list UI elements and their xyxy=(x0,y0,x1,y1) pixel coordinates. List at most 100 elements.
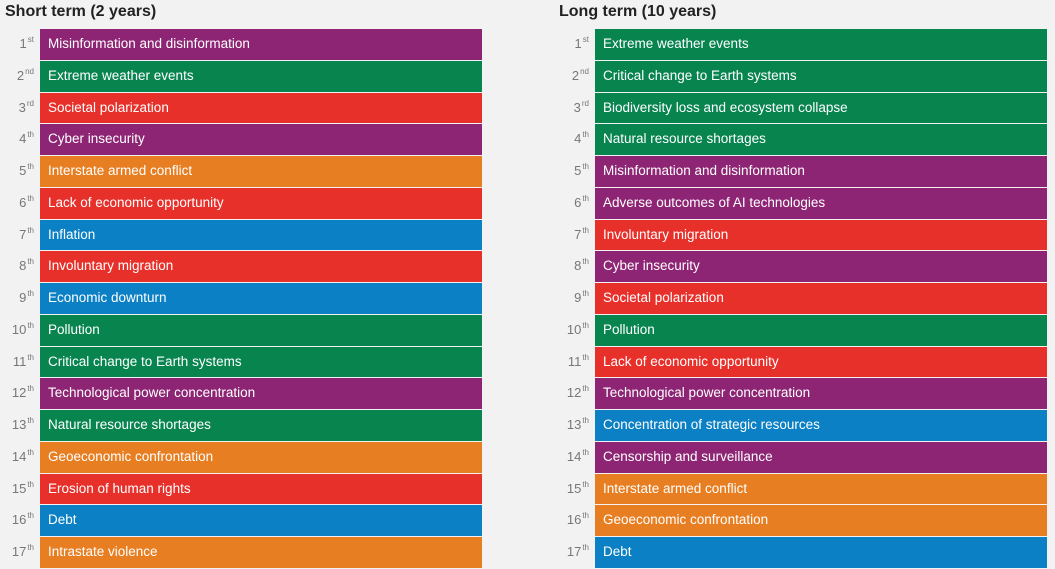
rank-suffix: th xyxy=(27,130,34,140)
rank-suffix: th xyxy=(582,352,589,362)
rank-suffix: th xyxy=(582,447,589,457)
risk-bar: Involuntary migration xyxy=(595,219,1047,251)
risk-row: 17th Debt xyxy=(555,537,1047,569)
risk-bar: Lack of economic opportunity xyxy=(40,187,482,219)
rank-number: 7 xyxy=(19,226,27,242)
risk-bar: Pollution xyxy=(595,314,1047,346)
risk-bar: Misinformation and disinformation xyxy=(40,29,482,60)
rank-suffix: th xyxy=(582,384,589,394)
risk-row: 14th Geoeconomic confrontation xyxy=(0,441,482,474)
risk-bar: Concentration of strategic resources xyxy=(595,410,1047,441)
rank-number: 5 xyxy=(19,163,27,178)
risk-bar: Economic downturn xyxy=(40,283,482,314)
risk-row: 5th Interstate armed conflict xyxy=(0,156,482,188)
risk-bar: Misinformation and disinformation xyxy=(595,156,1047,187)
rank-number: 12 xyxy=(11,385,27,401)
risk-row: 12th Technological power concentration xyxy=(555,378,1047,410)
rank-suffix: th xyxy=(582,162,589,171)
rank-number: 15 xyxy=(566,480,582,496)
risk-row: 12th Technological power concentration xyxy=(0,378,482,410)
risk-bar: Inflation xyxy=(40,219,482,251)
rank-suffix: nd xyxy=(25,66,34,76)
risk-row: 2nd Critical change to Earth systems xyxy=(555,60,1047,93)
rank-number: 8 xyxy=(19,258,27,274)
rank-suffix: rd xyxy=(581,98,589,108)
rank-number: 6 xyxy=(574,194,582,210)
risk-bar: Lack of economic opportunity xyxy=(595,346,1047,378)
rank-suffix: st xyxy=(582,35,589,44)
risk-bar: Natural resource shortages xyxy=(40,410,482,441)
rank-label: 14th xyxy=(0,442,34,473)
rank-label: 3rd xyxy=(0,93,34,124)
long-term-title: Long term (10 years) xyxy=(559,3,717,20)
rank-label: 13th xyxy=(555,410,589,441)
rank-number: 3 xyxy=(573,99,581,115)
risk-bar: Extreme weather events xyxy=(595,29,1047,60)
risk-bar: Societal polarization xyxy=(40,92,482,124)
risk-row: 6th Lack of economic opportunity xyxy=(0,187,482,220)
rank-number: 1 xyxy=(574,36,582,51)
rank-number: 14 xyxy=(11,448,27,464)
rank-number: 9 xyxy=(19,290,27,305)
risk-bar: Geoeconomic confrontation xyxy=(40,441,482,473)
rank-suffix: th xyxy=(27,447,34,457)
rank-number: 9 xyxy=(574,290,582,305)
rank-suffix: th xyxy=(27,193,34,203)
risk-row: 14th Censorship and surveillance xyxy=(555,441,1047,474)
rank-suffix: th xyxy=(582,511,589,521)
risk-row: 8th Cyber insecurity xyxy=(555,251,1047,283)
risk-bar: Interstate armed conflict xyxy=(595,473,1047,505)
risk-bar: Censorship and surveillance xyxy=(595,441,1047,473)
rank-label: 14th xyxy=(555,442,589,473)
risk-row: 3rd Societal polarization xyxy=(0,92,482,125)
rank-number: 14 xyxy=(566,448,582,464)
rank-suffix: th xyxy=(582,193,589,203)
rank-number: 17 xyxy=(566,544,582,559)
rank-number: 11 xyxy=(567,353,582,369)
rank-number: 4 xyxy=(574,131,582,147)
rank-suffix: st xyxy=(27,35,34,44)
rank-label: 1st xyxy=(555,29,589,60)
rank-suffix: th xyxy=(27,384,34,394)
rank-number: 10 xyxy=(11,321,27,337)
rank-label: 7th xyxy=(0,220,34,251)
risk-bar: Extreme weather events xyxy=(40,60,482,92)
rank-number: 8 xyxy=(574,258,582,274)
risk-row: 8th Involuntary migration xyxy=(0,251,482,283)
rank-label: 17th xyxy=(555,537,589,568)
rank-suffix: nd xyxy=(580,66,589,76)
rank-number: 7 xyxy=(574,226,582,242)
rank-number: 10 xyxy=(566,321,582,337)
rank-label: 2nd xyxy=(0,61,34,92)
risk-bar: Debt xyxy=(595,537,1047,568)
risk-row: 9th Societal polarization xyxy=(555,283,1047,315)
risk-row: 13th Concentration of strategic resources xyxy=(555,410,1047,442)
rank-label: 12th xyxy=(0,378,34,409)
rank-suffix: th xyxy=(582,225,589,235)
risk-bar: Biodiversity loss and ecosystem collapse xyxy=(595,92,1047,124)
risk-bar: Societal polarization xyxy=(595,283,1047,314)
rank-label: 5th xyxy=(555,156,589,187)
risk-bar: Cyber insecurity xyxy=(40,124,482,155)
rank-suffix: th xyxy=(582,543,589,552)
risk-bar: Natural resource shortages xyxy=(595,124,1047,155)
rank-number: 16 xyxy=(11,512,27,528)
risk-row: 2nd Extreme weather events xyxy=(0,60,482,93)
rank-suffix: th xyxy=(582,416,589,425)
rank-suffix: th xyxy=(582,289,589,298)
rank-suffix: th xyxy=(582,320,589,330)
rank-label: 6th xyxy=(0,188,34,219)
rank-suffix: th xyxy=(582,130,589,140)
risk-bar: Intrastate violence xyxy=(40,537,482,568)
rank-label: 4th xyxy=(0,124,34,155)
risk-bar: Adverse outcomes of AI technologies xyxy=(595,187,1047,219)
rank-label: 1st xyxy=(0,29,34,60)
risk-row: 4th Cyber insecurity xyxy=(0,124,482,156)
risk-bar: Critical change to Earth systems xyxy=(595,60,1047,92)
rank-label: 13th xyxy=(0,410,34,441)
rank-label: 10th xyxy=(555,315,589,346)
rank-label: 6th xyxy=(555,188,589,219)
risk-row: 7th Inflation xyxy=(0,219,482,252)
risk-row: 13th Natural resource shortages xyxy=(0,410,482,442)
rank-number: 15 xyxy=(11,480,27,496)
